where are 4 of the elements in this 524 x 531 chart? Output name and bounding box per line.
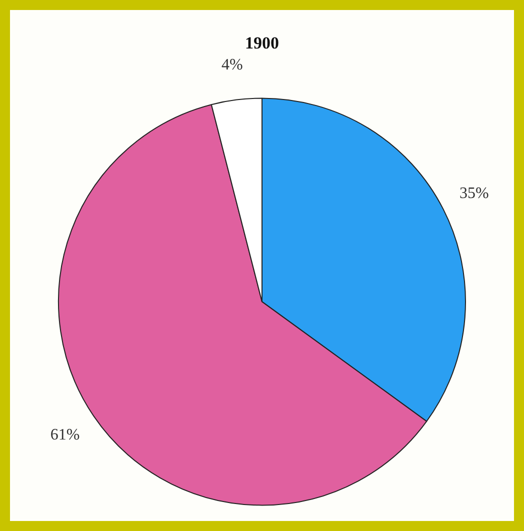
data-label: 35%	[459, 184, 489, 202]
data-label: 61%	[50, 426, 80, 444]
chart-title: 1900	[245, 34, 279, 53]
data-label: 4%	[221, 56, 243, 74]
